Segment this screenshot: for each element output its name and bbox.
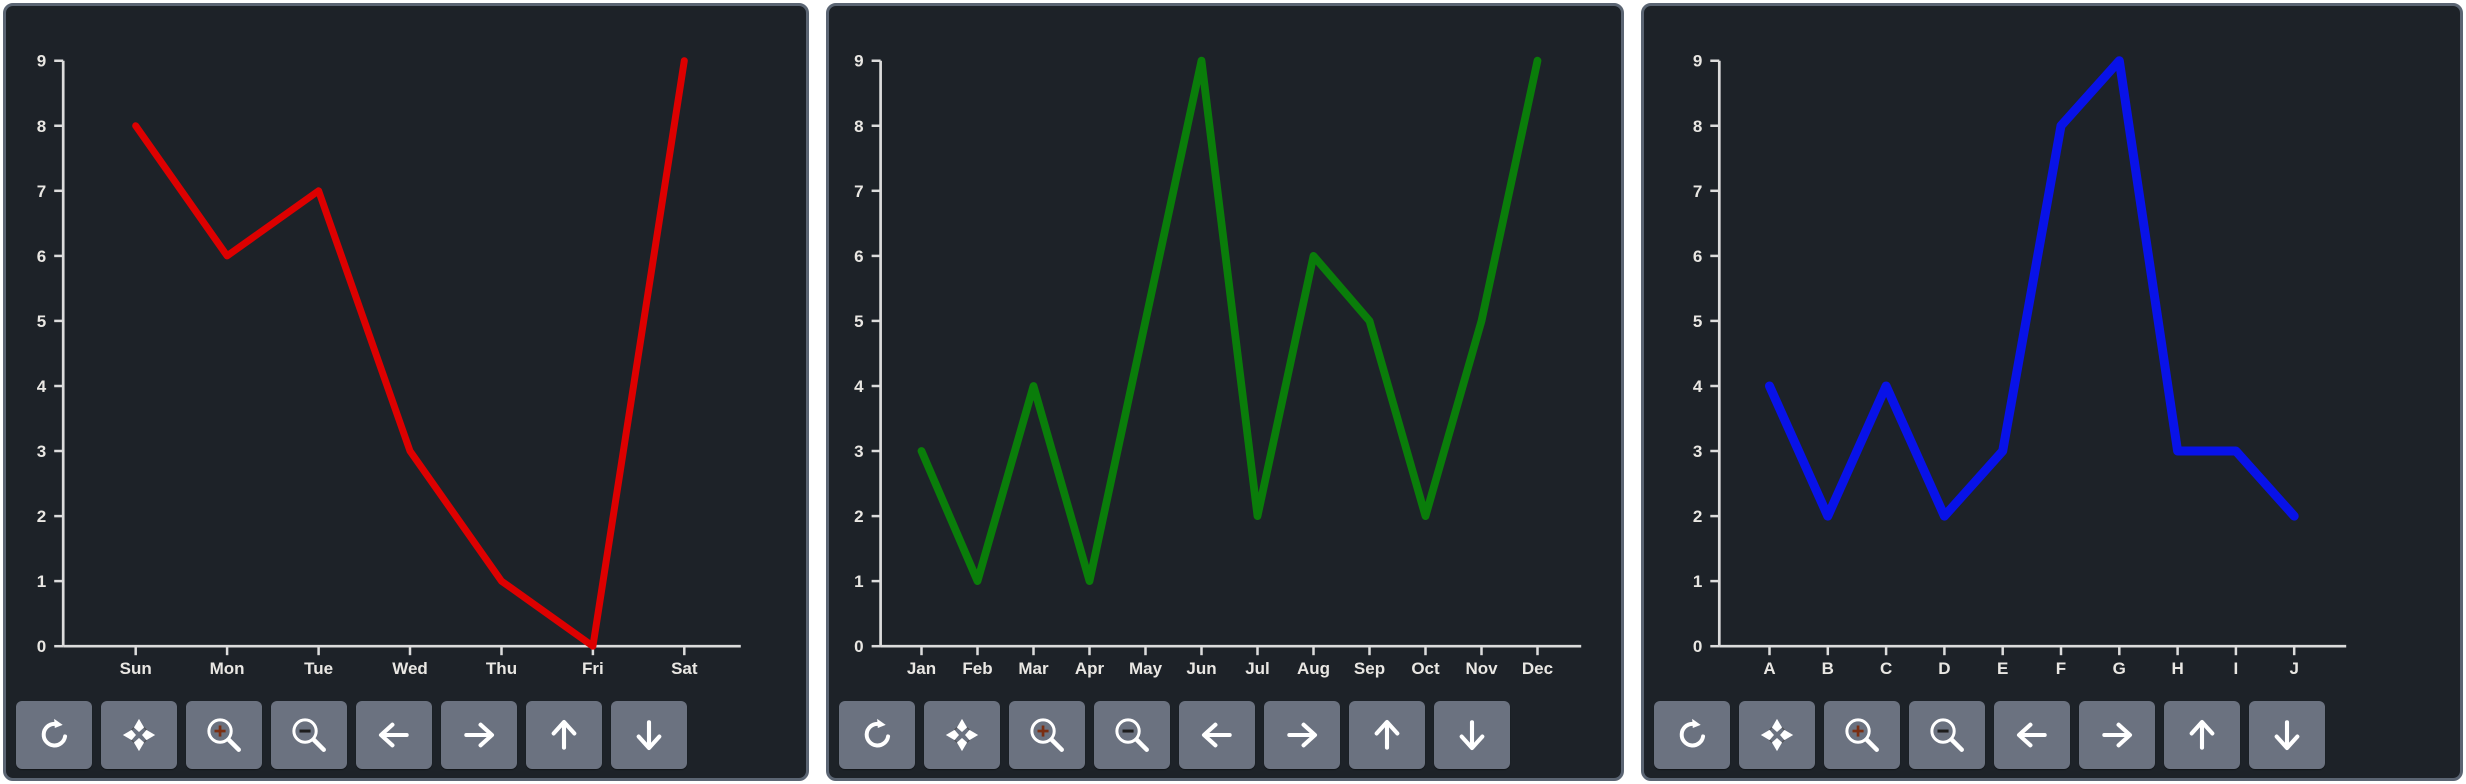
svg-text:Jun: Jun — [1186, 659, 1216, 678]
svg-text:3: 3 — [37, 442, 46, 461]
svg-text:F: F — [2056, 659, 2066, 678]
svg-text:May: May — [1129, 659, 1163, 678]
svg-text:Mon: Mon — [210, 659, 245, 678]
svg-text:E: E — [1997, 659, 2008, 678]
svg-text:Fri: Fri — [582, 659, 604, 678]
svg-text:5: 5 — [37, 312, 46, 331]
svg-text:Jan: Jan — [907, 659, 936, 678]
svg-text:Jul: Jul — [1245, 659, 1270, 678]
svg-text:Tue: Tue — [304, 659, 333, 678]
svg-text:H: H — [2171, 659, 2183, 678]
svg-text:G: G — [2113, 659, 2126, 678]
svg-text:4: 4 — [854, 377, 864, 396]
svg-text:4: 4 — [1693, 377, 1703, 396]
svg-text:Apr: Apr — [1075, 659, 1105, 678]
svg-text:A: A — [1763, 659, 1775, 678]
svg-text:Dec: Dec — [1522, 659, 1553, 678]
svg-text:B: B — [1822, 659, 1834, 678]
svg-text:Oct: Oct — [1411, 659, 1440, 678]
svg-text:Nov: Nov — [1465, 659, 1498, 678]
svg-text:6: 6 — [1693, 247, 1702, 266]
svg-text:Wed: Wed — [392, 659, 428, 678]
svg-text:3: 3 — [1693, 442, 1702, 461]
svg-text:9: 9 — [854, 52, 863, 71]
svg-text:Sep: Sep — [1354, 659, 1385, 678]
svg-text:Sat: Sat — [671, 659, 698, 678]
svg-text:Feb: Feb — [962, 659, 992, 678]
svg-text:7: 7 — [37, 182, 46, 201]
svg-text:4: 4 — [37, 377, 47, 396]
svg-text:9: 9 — [1693, 52, 1702, 71]
svg-text:Aug: Aug — [1297, 659, 1330, 678]
svg-text:3: 3 — [854, 442, 863, 461]
svg-text:7: 7 — [854, 182, 863, 201]
svg-text:5: 5 — [1693, 312, 1702, 331]
svg-text:5: 5 — [854, 312, 863, 331]
svg-text:C: C — [1880, 659, 1892, 678]
svg-text:9: 9 — [37, 52, 46, 71]
svg-text:2: 2 — [37, 507, 46, 526]
svg-text:0: 0 — [854, 637, 863, 656]
svg-text:D: D — [1938, 659, 1950, 678]
svg-text:Mar: Mar — [1018, 659, 1049, 678]
svg-text:0: 0 — [37, 637, 46, 656]
svg-text:8: 8 — [37, 117, 46, 136]
svg-text:0: 0 — [1693, 637, 1702, 656]
svg-text:Sun: Sun — [120, 659, 152, 678]
svg-text:2: 2 — [854, 507, 863, 526]
svg-text:7: 7 — [1693, 182, 1702, 201]
svg-text:I: I — [2234, 659, 2239, 678]
svg-text:1: 1 — [1693, 572, 1702, 591]
svg-text:6: 6 — [854, 247, 863, 266]
svg-text:8: 8 — [1693, 117, 1702, 136]
svg-text:2: 2 — [1693, 507, 1702, 526]
svg-text:1: 1 — [37, 572, 46, 591]
svg-text:J: J — [2289, 659, 2298, 678]
svg-text:Thu: Thu — [486, 659, 517, 678]
svg-text:6: 6 — [37, 247, 46, 266]
svg-text:1: 1 — [854, 572, 863, 591]
svg-text:8: 8 — [854, 117, 863, 136]
